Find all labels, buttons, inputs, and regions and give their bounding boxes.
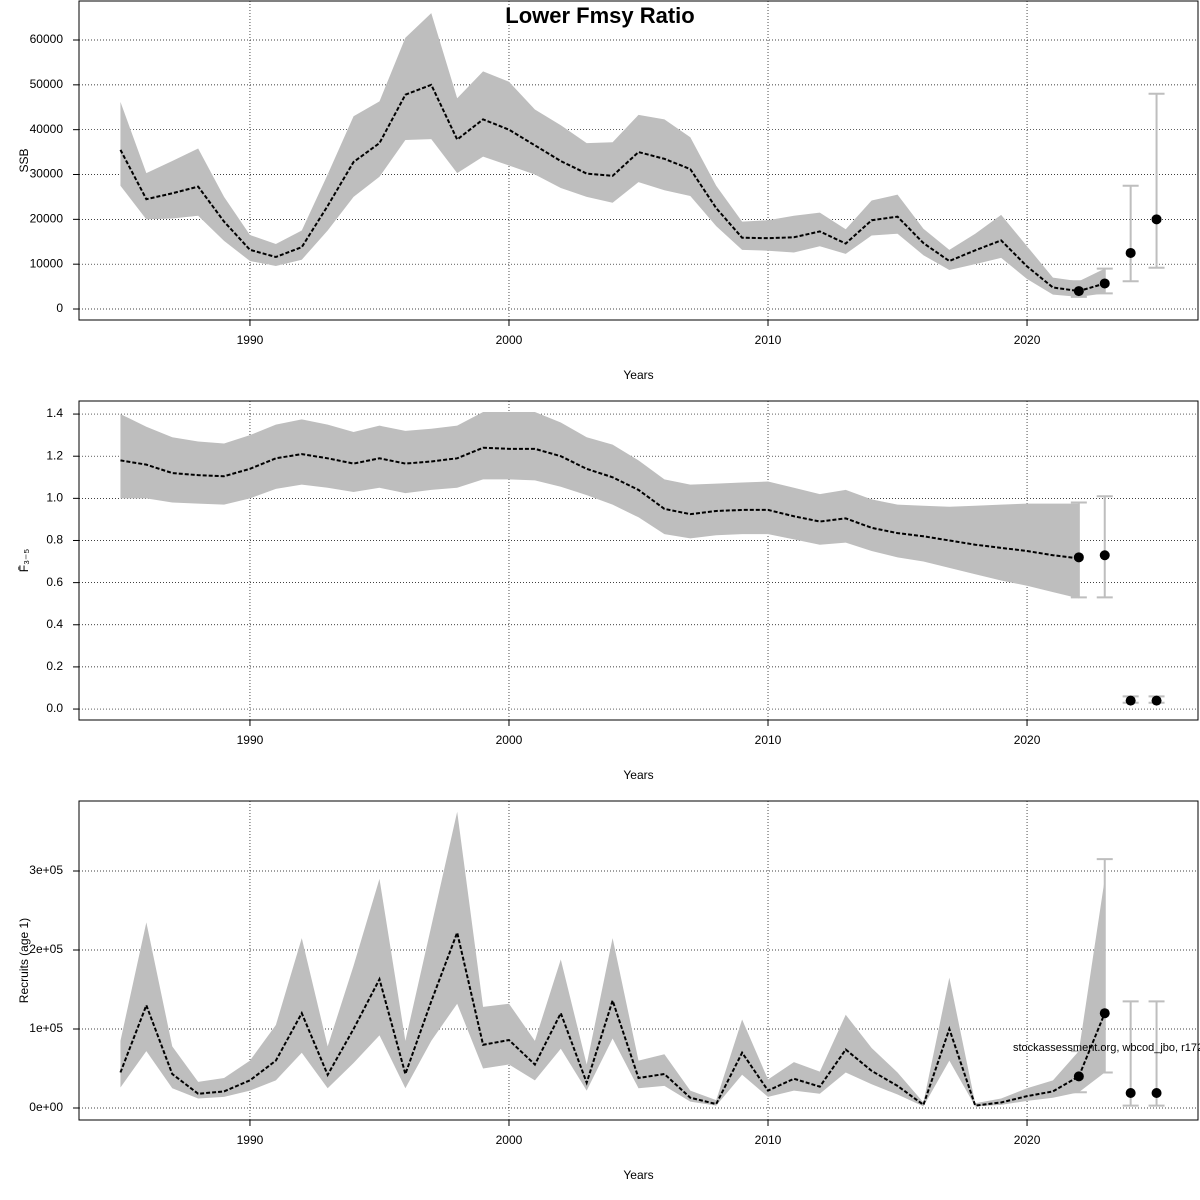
y-tick-label: 0.6 — [46, 575, 63, 589]
x-tick-label: 2000 — [496, 333, 523, 347]
x-tick-label: 2010 — [755, 333, 782, 347]
confidence-band — [120, 13, 1105, 297]
y-tick-label: 20000 — [30, 212, 64, 226]
point — [1099, 1008, 1110, 1019]
x-tick-label: 1990 — [237, 733, 264, 747]
chart-title: Lower Fmsy Ratio — [505, 3, 694, 28]
point — [1151, 1087, 1162, 1098]
point — [1151, 214, 1162, 225]
y-tick-label: 30000 — [30, 167, 64, 181]
point — [1073, 1071, 1084, 1082]
y-axis-label: F̄₃₋₅ — [17, 549, 31, 573]
y-tick-label: 60000 — [30, 32, 64, 46]
estimate-line — [119, 83, 1106, 293]
point — [1151, 695, 1162, 706]
x-tick-label: 2020 — [1014, 733, 1041, 747]
point — [1125, 695, 1136, 706]
point — [1099, 550, 1110, 561]
y-tick-label: 0.0 — [46, 701, 63, 715]
y-tick-label: 0.2 — [46, 659, 63, 673]
confidence-band — [120, 811, 1105, 1107]
y-axis-label: Recruits (age 1) — [17, 918, 31, 1003]
y-tick-label: 40000 — [30, 122, 64, 136]
point — [1073, 286, 1084, 297]
y-tick-label: 1e+05 — [29, 1021, 63, 1035]
y-tick-label: 1.0 — [46, 491, 63, 505]
x-tick-label: 2010 — [755, 1133, 782, 1147]
x-tick-label: 2000 — [496, 733, 523, 747]
x-axis-label: Years — [623, 368, 653, 382]
x-tick-label: 1990 — [237, 1133, 264, 1147]
x-tick-label: 2020 — [1014, 1133, 1041, 1147]
y-tick-label: 10000 — [30, 256, 64, 270]
plot-frame — [78, 800, 1199, 1121]
estimate-line — [119, 929, 1106, 1107]
x-tick-label: 2010 — [755, 733, 782, 747]
x-axis-label: Years — [623, 1168, 653, 1182]
x-tick-label: 2020 — [1014, 333, 1041, 347]
y-tick-label: 1.4 — [46, 406, 63, 420]
point — [1099, 278, 1110, 289]
annotation: stockassessment.org, wbcod_jbo, r1722 — [1013, 1042, 1200, 1054]
y-tick-label: 3e+05 — [29, 863, 63, 877]
confidence-band — [120, 411, 1079, 599]
y-tick-label: 0.4 — [46, 617, 63, 631]
point — [1125, 247, 1136, 258]
y-tick-label: 50000 — [30, 77, 64, 91]
y-tick-label: 0 — [56, 301, 63, 315]
y-tick-label: 0e+00 — [29, 1100, 63, 1114]
y-tick-label: 0.8 — [46, 533, 63, 547]
x-axis-label: Years — [623, 768, 653, 782]
estimate-line — [120, 446, 1079, 560]
plot-frame — [78, 0, 1199, 321]
y-axis-label: SSB — [17, 148, 31, 172]
y-tick-label: 1.2 — [46, 448, 63, 462]
y-tick-label: 2e+05 — [29, 942, 63, 956]
point — [1125, 1087, 1136, 1098]
plot-frame — [78, 400, 1199, 721]
x-tick-label: 2000 — [496, 1133, 523, 1147]
point — [1073, 552, 1084, 563]
x-tick-label: 1990 — [237, 333, 264, 347]
